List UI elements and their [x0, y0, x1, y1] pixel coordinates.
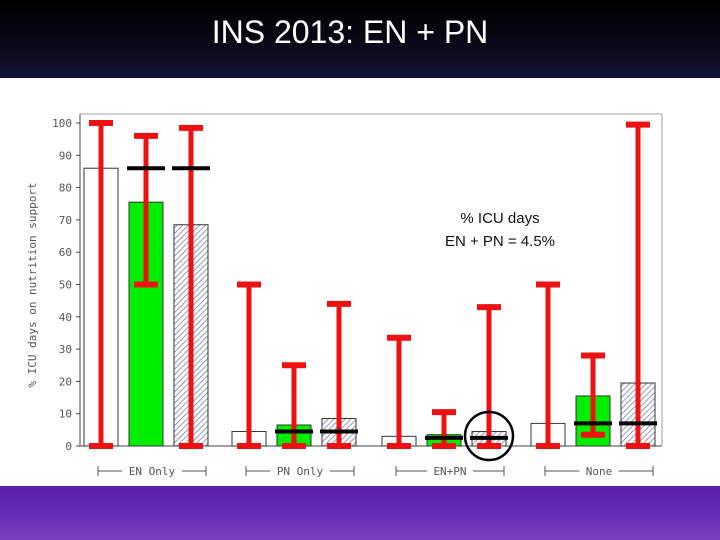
y-tick-label: 30 — [59, 343, 72, 356]
group-label: None — [586, 465, 613, 478]
y-tick-label: 20 — [59, 375, 72, 388]
y-tick-label: 50 — [59, 279, 72, 292]
y-tick-label: 70 — [59, 214, 72, 227]
footer-bar — [0, 486, 720, 540]
annotation-line2: EN + PN = 4.5% — [445, 233, 555, 250]
y-tick-label: 80 — [59, 182, 72, 195]
y-tick-label: 10 — [59, 408, 72, 421]
y-tick-label: 0 — [65, 440, 72, 453]
highlight-circle — [463, 410, 515, 462]
annotation-line1: % ICU days — [460, 210, 539, 227]
group-label: PN Only — [277, 465, 324, 478]
y-axis-label: % ICU days on nutrition support — [26, 182, 39, 387]
y-tick-label: 40 — [59, 311, 72, 324]
group-label: EN Only — [129, 465, 176, 478]
y-tick-label: 90 — [59, 149, 72, 162]
y-tick-label: 100 — [52, 117, 72, 130]
group-label: EN+PN — [433, 465, 466, 478]
title-bar — [0, 0, 720, 78]
slide-title: INS 2013: EN + PN — [211, 14, 489, 50]
y-tick-label: 60 — [59, 246, 72, 259]
